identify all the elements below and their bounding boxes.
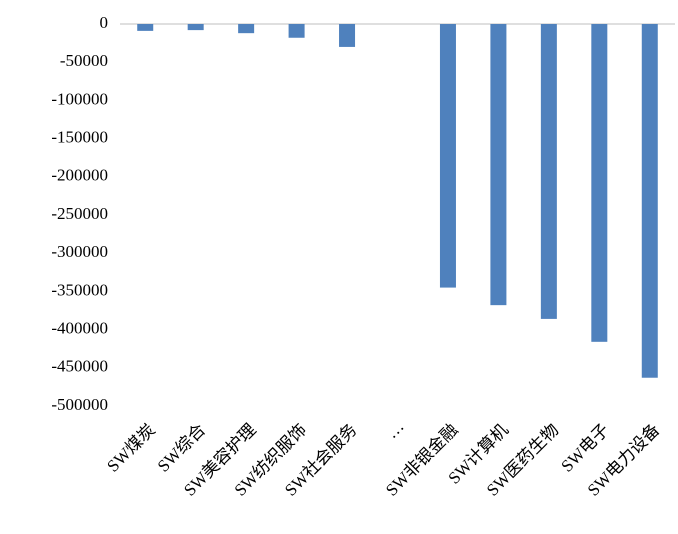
y-tick-label: -100000 <box>51 89 108 108</box>
x-tick-label: ··· <box>386 420 411 445</box>
y-tick-label: -50000 <box>60 51 108 70</box>
y-tick-label: -250000 <box>51 204 108 223</box>
bar <box>439 24 456 288</box>
bar <box>137 24 154 31</box>
y-tick-label: -500000 <box>51 395 108 414</box>
bar <box>490 24 507 306</box>
bar <box>187 24 204 31</box>
y-tick-label: -400000 <box>51 319 108 338</box>
x-tick-label: SW煤炭 <box>103 420 159 476</box>
y-tick-label: -200000 <box>51 166 108 185</box>
bar <box>641 24 658 378</box>
bar <box>339 24 356 47</box>
bar <box>591 24 608 342</box>
bar <box>238 24 255 34</box>
y-tick-label: 0 <box>100 13 109 32</box>
bar <box>288 24 305 38</box>
y-tick-label: -300000 <box>51 242 108 261</box>
y-tick-label: -350000 <box>51 280 108 299</box>
y-tick-label: -450000 <box>51 357 108 376</box>
bar <box>540 24 557 319</box>
y-tick-label: -150000 <box>51 128 108 147</box>
